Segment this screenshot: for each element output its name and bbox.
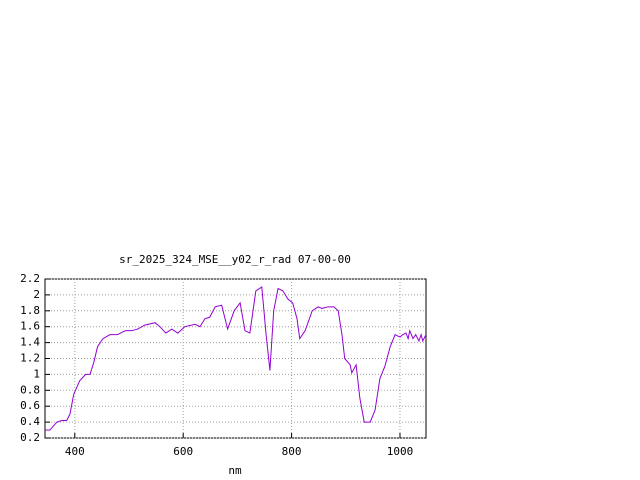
y-tick-label: 0.8	[20, 383, 40, 396]
data-line	[45, 286, 427, 431]
y-tick-label: 2.2	[20, 272, 40, 285]
chart-title: sr_2025_324_MSE__y02_r_rad 07-00-00	[119, 253, 351, 266]
y-tick-label: 1.6	[20, 320, 40, 333]
x-tick-label: 1000	[387, 445, 414, 458]
x-tick-label: 600	[173, 445, 193, 458]
x-axis-label: nm	[228, 464, 242, 477]
x-tick-label: 800	[282, 445, 302, 458]
y-tick-label: 0.6	[20, 399, 40, 412]
y-tick-label: 1	[33, 367, 40, 380]
y-tick-label: 0.4	[20, 415, 40, 428]
y-tick-label: 1.4	[20, 336, 40, 349]
y-tick-label: 1.2	[20, 352, 40, 365]
y-tick-label: 1.8	[20, 304, 40, 317]
x-tick-label: 400	[65, 445, 85, 458]
y-tick-label: 0.2	[20, 431, 40, 444]
y-tick-label: 2	[33, 288, 40, 301]
